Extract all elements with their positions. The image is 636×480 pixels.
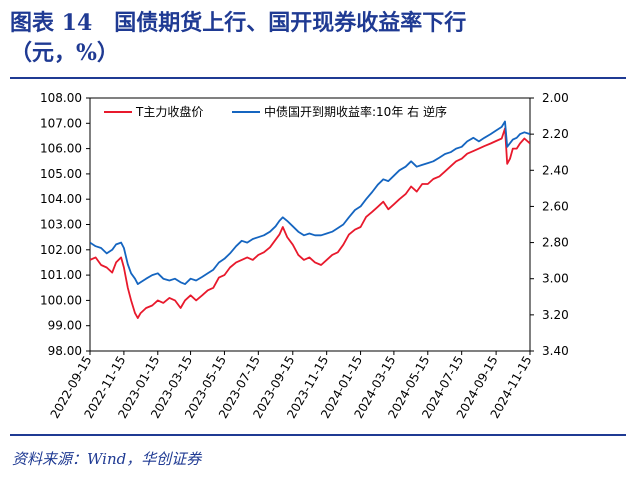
chart-title: 国债期货上行、国开现券收益率下行 (114, 10, 467, 36)
right-axis-tick-label: 2.20 (542, 127, 569, 141)
right-axis-tick-label: 2.80 (542, 236, 569, 250)
series-line-yield (90, 120, 530, 286)
legend-label-futures: T主力收盘价 (135, 104, 203, 119)
right-axis-tick-label: 2.60 (542, 199, 569, 213)
chart-title-unit: （元，%） (10, 40, 119, 66)
top-rule (10, 77, 626, 79)
left-axis-tick-label: 105.00 (40, 167, 82, 181)
right-axis-tick-label: 3.40 (542, 344, 569, 358)
left-axis-tick-label: 108.00 (40, 91, 82, 105)
right-axis-tick-label: 3.20 (542, 308, 569, 322)
plot-frame (89, 97, 531, 352)
right-axis-tick-label: 3.00 (542, 272, 569, 286)
left-axis-tick-label: 101.00 (40, 268, 82, 282)
right-axis-tick-label: 2.40 (542, 163, 569, 177)
left-axis-tick-label: 98.00 (48, 344, 82, 358)
chart-title-line1: 图表 14 国债期货上行、国开现券收益率下行 (10, 8, 626, 38)
chart-area: 98.00 99.00 100.00 101.00 102.00 103.00 104.00… (40, 91, 569, 421)
left-axis-tick-label: 100.00 (40, 293, 82, 307)
figure-label: 图表 14 (10, 10, 93, 36)
left-axis-tick-label: 104.00 (40, 192, 82, 206)
left-axis-tick-label: 107.00 (40, 116, 82, 130)
title-block: 图表 14 国债期货上行、国开现券收益率下行 （元，%） (10, 8, 626, 68)
left-axis-tick-label: 102.00 (40, 243, 82, 257)
source-note: 资料来源：Wind，华创证券 (12, 450, 202, 468)
bottom-rule (10, 434, 626, 436)
left-axis-tick-label: 103.00 (40, 218, 82, 232)
right-axis-tick-label: 2.00 (542, 91, 569, 105)
left-axis-tick-label: 106.00 (40, 142, 82, 156)
legend-label-yield: 中债国开到期收益率:10年 右 逆序 (264, 104, 447, 119)
left-axis-tick-label: 99.00 (48, 319, 82, 333)
series-line-futures (90, 127, 530, 320)
